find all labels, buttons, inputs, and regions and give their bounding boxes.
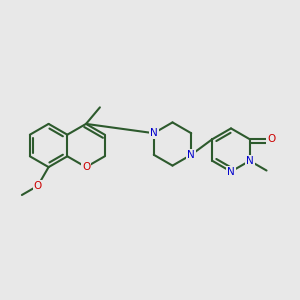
Text: N: N <box>187 150 195 160</box>
Text: N: N <box>246 156 254 166</box>
Text: O: O <box>267 134 275 144</box>
Text: N: N <box>150 128 158 138</box>
Text: N: N <box>227 167 235 177</box>
Text: O: O <box>82 162 90 172</box>
Text: O: O <box>34 181 42 191</box>
